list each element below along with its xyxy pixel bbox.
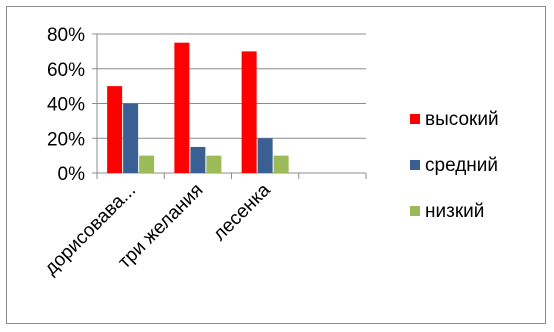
bar-высокий [241, 51, 257, 173]
bar-средний [190, 146, 206, 173]
legend-label-высокий: высокий [425, 109, 499, 130]
legend: высокий средний низкий [410, 109, 499, 222]
bar-высокий [107, 86, 123, 173]
gridlines [97, 33, 366, 139]
bar-средний [123, 103, 139, 173]
legend-label-средний: средний [425, 155, 498, 176]
bar-низкий [273, 155, 289, 173]
y-tick-label: 60% [47, 60, 85, 81]
x-category-label: лесенка [209, 179, 275, 245]
bar-средний [257, 138, 273, 173]
bar-низкий [139, 155, 155, 173]
legend-swatch-средний [410, 160, 420, 170]
bars [107, 42, 289, 173]
y-tick-label: 0% [58, 164, 86, 185]
y-tick-label: 20% [47, 129, 85, 150]
y-tick-labels: 0% 20% 40% 60% 80% [47, 25, 85, 185]
bar-низкий [206, 155, 222, 173]
legend-swatch-низкий [410, 206, 420, 216]
y-tick-label: 40% [47, 95, 85, 116]
y-tick-label: 80% [47, 25, 85, 46]
bar-высокий [174, 42, 190, 173]
x-category-labels: дорисовава...три желания лесенка [41, 179, 275, 279]
legend-swatch-высокий [410, 114, 420, 124]
legend-label-низкий: низкий [425, 201, 484, 222]
